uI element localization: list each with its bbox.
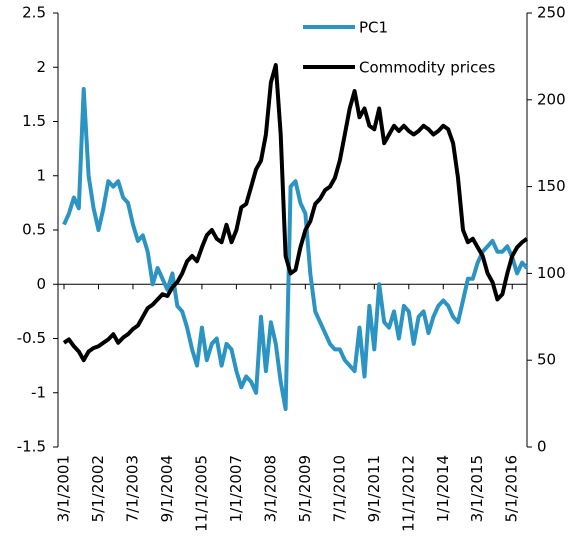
x-tick-label: 5/1/2016 — [503, 455, 521, 522]
x-tick-label: 1/1/2014 — [434, 455, 452, 522]
legend-label: PC1 — [359, 19, 388, 37]
x-tick-label: 11/1/2005 — [192, 455, 210, 532]
y-tick-label: -0.5 — [17, 329, 46, 347]
x-tick-label: 7/1/2003 — [123, 455, 141, 522]
y-tick-label: 2.5 — [22, 4, 46, 22]
series-line — [62, 87, 529, 411]
x-tick-label: 3/1/2001 — [55, 455, 73, 522]
x-tick-label: 7/1/2010 — [330, 455, 348, 522]
y2-tick-label: 250 — [537, 4, 566, 22]
y2-tick-label: 50 — [537, 351, 556, 369]
y-tick-label: 1.5 — [22, 112, 46, 130]
x-tick-label: 1/1/2007 — [227, 455, 245, 522]
x-tick-label: 5/1/2002 — [89, 455, 107, 522]
y2-tick-label: 0 — [537, 438, 547, 456]
series-line — [62, 63, 529, 363]
y-tick-label: 0.5 — [22, 221, 46, 239]
x-tick-label: 3/1/2008 — [261, 455, 279, 522]
y-tick-label: 2 — [36, 58, 46, 76]
x-tick-label: 9/1/2004 — [158, 455, 176, 522]
y-tick-label: 0 — [36, 275, 46, 293]
y2-tick-label: 150 — [537, 177, 566, 195]
legend-label: Commodity prices — [359, 59, 496, 77]
y2-tick-label: 200 — [537, 90, 566, 108]
y-tick-label: 1 — [36, 166, 46, 184]
x-tick-label: 11/1/2012 — [399, 455, 417, 532]
y-tick-label: -1 — [31, 383, 46, 401]
x-tick-label: 9/1/2011 — [365, 455, 383, 522]
y-tick-label: -1.5 — [17, 438, 46, 456]
y2-tick-label: 100 — [537, 264, 566, 282]
x-tick-label: 3/1/2015 — [468, 455, 486, 522]
x-tick-label: 5/1/2009 — [296, 455, 314, 522]
